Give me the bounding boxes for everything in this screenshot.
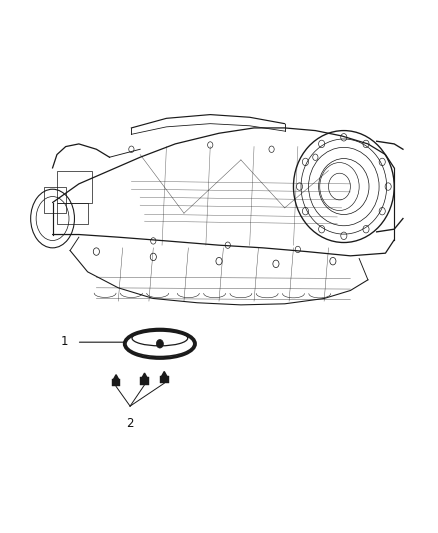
- Text: 1: 1: [60, 335, 68, 348]
- FancyBboxPatch shape: [112, 379, 120, 386]
- Circle shape: [93, 248, 99, 255]
- Circle shape: [216, 257, 222, 265]
- FancyBboxPatch shape: [160, 376, 169, 383]
- Circle shape: [151, 238, 156, 244]
- Circle shape: [150, 253, 156, 261]
- Circle shape: [273, 260, 279, 268]
- Circle shape: [330, 257, 336, 265]
- Circle shape: [269, 146, 274, 152]
- Circle shape: [208, 142, 213, 148]
- FancyBboxPatch shape: [140, 377, 149, 385]
- Polygon shape: [162, 372, 167, 376]
- Polygon shape: [142, 373, 147, 378]
- Circle shape: [313, 154, 318, 160]
- Circle shape: [295, 246, 300, 253]
- Circle shape: [156, 340, 163, 348]
- Text: 2: 2: [126, 417, 134, 430]
- Circle shape: [225, 242, 230, 248]
- Circle shape: [129, 146, 134, 152]
- Polygon shape: [113, 375, 119, 379]
